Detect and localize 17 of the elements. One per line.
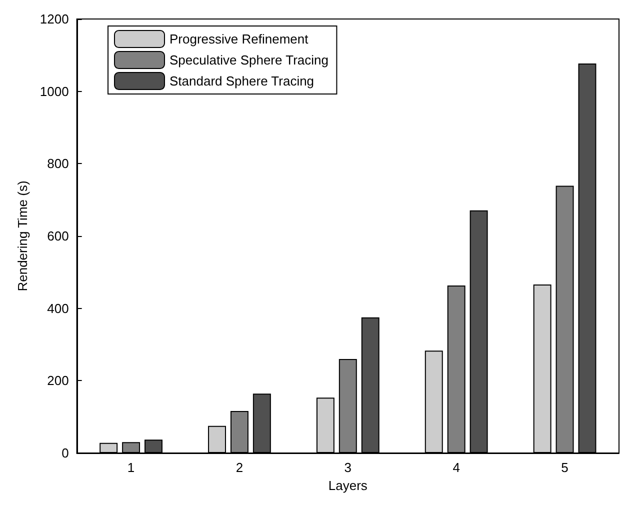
y-tick-label: 400 <box>47 300 69 316</box>
y-axis-title: Rendering Time (s) <box>15 180 30 292</box>
legend-label: Progressive Refinement <box>170 32 309 46</box>
x-axis-title: Layers <box>328 478 368 493</box>
x-tick-label: 5 <box>561 460 568 475</box>
x-tick-label: 2 <box>236 460 244 475</box>
y-tick-label: 200 <box>47 373 69 388</box>
legend-label: Speculative Sphere Tracing <box>170 52 328 68</box>
y-tick-label: 600 <box>47 228 69 244</box>
x-tick-label: 1 <box>127 460 135 475</box>
y-tick-label: 1000 <box>40 84 69 99</box>
x-tick-label: 3 <box>344 460 352 475</box>
y-tick-label: 1200 <box>40 12 69 26</box>
y-tick-label: 0 <box>62 446 69 460</box>
x-tick-label: 4 <box>452 460 460 475</box>
legend-label: Standard Sphere Tracing <box>170 74 314 88</box>
y-tick-label: 800 <box>47 156 69 172</box>
